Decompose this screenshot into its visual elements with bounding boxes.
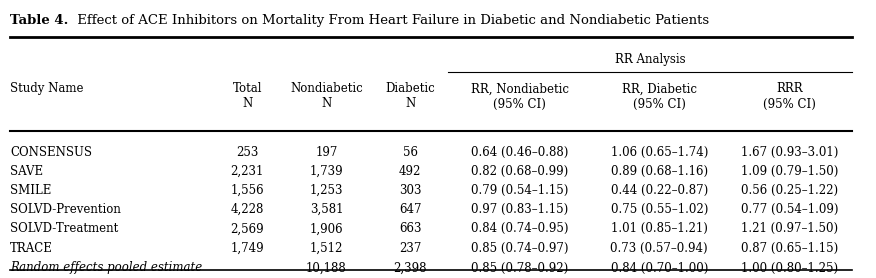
- Text: 237: 237: [399, 242, 421, 255]
- Text: 0.87 (0.65–1.15): 0.87 (0.65–1.15): [741, 242, 838, 255]
- Text: 1.00 (0.80–1.25): 1.00 (0.80–1.25): [741, 262, 838, 274]
- Text: 1.09 (0.79–1.50): 1.09 (0.79–1.50): [741, 165, 838, 178]
- Text: 0.84 (0.70–1.00): 0.84 (0.70–1.00): [611, 262, 708, 274]
- Text: 1,739: 1,739: [310, 165, 343, 178]
- Text: 0.44 (0.22–0.87): 0.44 (0.22–0.87): [611, 184, 708, 197]
- Text: 0.56 (0.25–1.22): 0.56 (0.25–1.22): [741, 184, 838, 197]
- Text: 2,569: 2,569: [230, 222, 265, 235]
- Text: 0.75 (0.55–1.02): 0.75 (0.55–1.02): [611, 203, 708, 216]
- Text: SAVE: SAVE: [10, 165, 43, 178]
- Text: RR Analysis: RR Analysis: [615, 53, 685, 66]
- Text: 1,512: 1,512: [310, 242, 343, 255]
- Text: Nondiabetic
N: Nondiabetic N: [290, 83, 363, 110]
- Text: 2,231: 2,231: [230, 165, 264, 178]
- Text: 1.21 (0.97–1.50): 1.21 (0.97–1.50): [741, 222, 838, 235]
- Text: RR, Diabetic
(95% CI): RR, Diabetic (95% CI): [622, 83, 696, 110]
- Text: 4,228: 4,228: [230, 203, 264, 216]
- Text: 0.64 (0.46–0.88): 0.64 (0.46–0.88): [471, 146, 569, 159]
- Text: 0.77 (0.54–1.09): 0.77 (0.54–1.09): [741, 203, 838, 216]
- Text: 3,581: 3,581: [310, 203, 343, 216]
- Text: Total
N: Total N: [233, 83, 262, 110]
- Text: 197: 197: [315, 146, 337, 159]
- Text: 0.82 (0.68–0.99): 0.82 (0.68–0.99): [471, 165, 569, 178]
- Text: 1.67 (0.93–3.01): 1.67 (0.93–3.01): [741, 146, 838, 159]
- Text: 2,398: 2,398: [393, 262, 427, 274]
- Text: 0.79 (0.54–1.15): 0.79 (0.54–1.15): [471, 184, 569, 197]
- Text: Study Name: Study Name: [10, 83, 83, 96]
- Text: 0.85 (0.74–0.97): 0.85 (0.74–0.97): [471, 242, 569, 255]
- Text: 0.73 (0.57–0.94): 0.73 (0.57–0.94): [611, 242, 708, 255]
- Text: 1,906: 1,906: [310, 222, 343, 235]
- Text: 56: 56: [403, 146, 418, 159]
- Text: Effect of ACE Inhibitors on Mortality From Heart Failure in Diabetic and Nondiab: Effect of ACE Inhibitors on Mortality Fr…: [73, 14, 709, 27]
- Text: SMILE: SMILE: [10, 184, 52, 197]
- Text: Table 4.: Table 4.: [10, 14, 68, 27]
- Text: 492: 492: [399, 165, 421, 178]
- Text: 0.85 (0.78–0.92): 0.85 (0.78–0.92): [471, 262, 569, 274]
- Text: 1.06 (0.65–1.74): 1.06 (0.65–1.74): [611, 146, 708, 159]
- Text: 0.89 (0.68–1.16): 0.89 (0.68–1.16): [611, 165, 708, 178]
- Text: 303: 303: [399, 184, 421, 197]
- Text: Diabetic
N: Diabetic N: [385, 83, 435, 110]
- Text: 0.97 (0.83–1.15): 0.97 (0.83–1.15): [471, 203, 569, 216]
- Text: 10,188: 10,188: [306, 262, 347, 274]
- Text: 663: 663: [399, 222, 421, 235]
- Text: 1.01 (0.85–1.21): 1.01 (0.85–1.21): [611, 222, 708, 235]
- Text: 253: 253: [237, 146, 258, 159]
- Text: SOLVD-Prevention: SOLVD-Prevention: [10, 203, 121, 216]
- Text: RRR
(95% CI): RRR (95% CI): [763, 83, 816, 110]
- Text: 1,749: 1,749: [230, 242, 265, 255]
- Text: CONSENSUS: CONSENSUS: [10, 146, 92, 159]
- Text: RR, Nondiabetic
(95% CI): RR, Nondiabetic (95% CI): [470, 83, 569, 110]
- Text: Random effects pooled estimate: Random effects pooled estimate: [10, 262, 202, 274]
- Text: 1,253: 1,253: [310, 184, 343, 197]
- Text: 647: 647: [399, 203, 421, 216]
- Text: 1,556: 1,556: [230, 184, 265, 197]
- Text: TRACE: TRACE: [10, 242, 53, 255]
- Text: SOLVD-Treatment: SOLVD-Treatment: [10, 222, 118, 235]
- Text: 0.84 (0.74–0.95): 0.84 (0.74–0.95): [471, 222, 569, 235]
